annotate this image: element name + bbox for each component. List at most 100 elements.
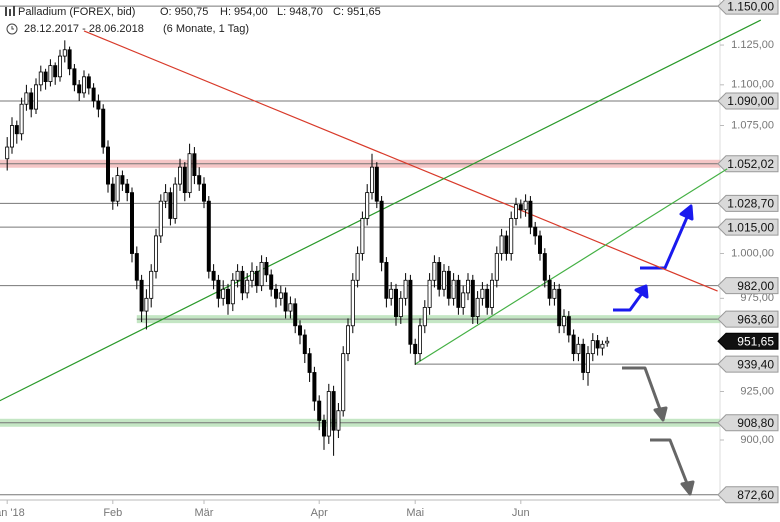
level-box xyxy=(717,277,779,295)
candle-body xyxy=(581,343,586,373)
candle-body xyxy=(355,253,360,281)
candle-body xyxy=(485,288,490,308)
candle-body xyxy=(566,316,571,336)
subtitle: 28.12.2017 - 28.06.2018 xyxy=(24,23,144,35)
candle-body xyxy=(576,343,581,355)
level-box xyxy=(717,310,779,328)
candle-body xyxy=(67,49,72,70)
candle-body xyxy=(72,68,77,86)
candle-body xyxy=(307,353,312,373)
candle-body xyxy=(24,92,29,105)
candle-body xyxy=(557,288,562,327)
candle-body xyxy=(393,288,398,317)
candle-body xyxy=(413,343,418,355)
candle-body xyxy=(470,279,475,317)
candle-body xyxy=(38,71,43,86)
candle-body xyxy=(389,288,394,299)
candle-body xyxy=(240,270,245,294)
candle-body xyxy=(341,353,346,412)
x-tick-label: Mai xyxy=(406,507,424,519)
candle-body xyxy=(177,166,182,185)
candle-body xyxy=(489,279,494,308)
level-label: 1.015,00 xyxy=(727,220,774,234)
candle-body xyxy=(465,279,470,294)
candle-body xyxy=(34,84,39,110)
candle-body xyxy=(221,288,226,299)
candle-body xyxy=(216,279,221,299)
candle-body xyxy=(53,65,58,78)
candle-body xyxy=(245,279,250,294)
candle-body xyxy=(134,253,139,281)
candle-body xyxy=(360,218,365,254)
level-box xyxy=(717,194,779,212)
open: O: 950,75 xyxy=(160,6,208,18)
chart-title: Palladium (FOREX, bid) xyxy=(18,6,135,18)
candle-body xyxy=(139,279,144,312)
candle-body xyxy=(542,253,547,281)
level-box xyxy=(717,355,779,373)
candle-body xyxy=(518,204,523,211)
candle-body xyxy=(225,288,230,305)
candle-body xyxy=(552,288,557,299)
candle-body xyxy=(254,270,259,287)
candle-body xyxy=(230,279,235,305)
candle-body xyxy=(494,253,499,281)
candle-body xyxy=(403,279,408,299)
candle-body xyxy=(82,76,87,94)
x-tick-label: Feb xyxy=(103,507,122,519)
candle-body xyxy=(182,166,187,194)
y-tick-label: 975,00 xyxy=(740,292,774,304)
level-label: 1.150,00 xyxy=(727,0,774,13)
candle-body xyxy=(571,334,576,355)
candle-body xyxy=(273,288,278,299)
candle-body xyxy=(509,218,514,254)
candle-body xyxy=(345,325,350,355)
candle-body xyxy=(605,340,610,344)
level-label: 963,60 xyxy=(737,312,774,326)
level-box xyxy=(717,414,779,432)
y-tick-label: 925,00 xyxy=(740,385,774,397)
x-tick-label: Jun xyxy=(512,507,530,519)
candle-body xyxy=(595,340,600,349)
low: L: 948,70 xyxy=(277,6,323,18)
close: C: 951,65 xyxy=(333,6,381,18)
level-label: 908,80 xyxy=(737,416,774,430)
y-tick-label: 900,00 xyxy=(740,434,774,446)
candle-body xyxy=(48,65,53,83)
candle-body xyxy=(58,55,63,78)
candle-body xyxy=(29,92,34,110)
candle-body xyxy=(288,303,293,312)
candle-body xyxy=(86,76,91,89)
candle-body xyxy=(475,297,480,317)
candle-body xyxy=(149,270,154,299)
candle-body xyxy=(336,410,341,431)
candle-body xyxy=(422,307,427,327)
candle-body xyxy=(365,192,370,219)
candle-body xyxy=(326,391,331,437)
level-box xyxy=(717,0,779,15)
candle-body xyxy=(120,175,125,185)
y-tick-label: 1.000,00 xyxy=(731,247,774,259)
candle-body xyxy=(379,200,384,263)
candle-body xyxy=(264,261,269,276)
candle-body xyxy=(144,297,149,312)
candle-body xyxy=(312,372,317,402)
candle-body xyxy=(153,235,158,272)
high: H: 954,00 xyxy=(220,6,268,18)
candle-body xyxy=(350,279,355,327)
candle-body xyxy=(297,325,302,336)
candle-body xyxy=(5,146,10,160)
candle-body xyxy=(173,183,178,219)
candle-body xyxy=(523,200,528,211)
candle-body xyxy=(331,391,336,431)
candle-body xyxy=(586,353,591,373)
candle-body xyxy=(451,279,456,299)
candle-body xyxy=(192,153,197,177)
candle-body xyxy=(600,343,605,349)
candle-body xyxy=(441,270,446,290)
candle-body xyxy=(528,200,533,228)
candle-body xyxy=(283,292,288,312)
candle-body xyxy=(249,270,254,281)
candle-body xyxy=(408,279,413,345)
